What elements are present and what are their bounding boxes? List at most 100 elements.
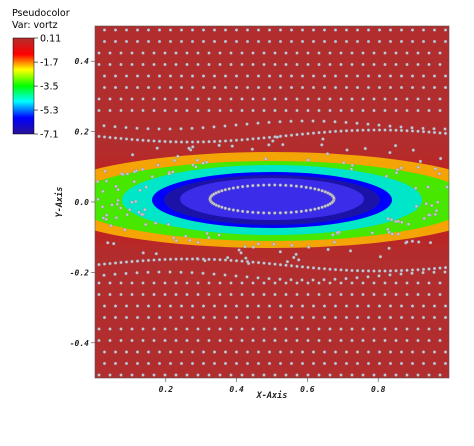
tracer-particle — [135, 85, 140, 90]
tracer-particle — [203, 258, 207, 263]
x-tick-label: 0.6 — [300, 385, 315, 394]
tracer-particle — [109, 223, 113, 228]
tracer-particle — [124, 28, 129, 32]
tracer-particle — [190, 39, 195, 44]
tracer-particle — [135, 350, 140, 354]
tracer-particle — [322, 28, 327, 32]
tracer-particle — [103, 169, 107, 173]
tracer-particle — [366, 122, 370, 126]
tracer-particle — [97, 262, 101, 267]
tracer-particle — [311, 350, 316, 354]
tracer-particle — [432, 304, 437, 308]
tracer-particle — [361, 108, 365, 113]
tracer-particle — [146, 74, 151, 78]
tracer-particle — [119, 292, 123, 297]
tracer-particle — [339, 327, 343, 331]
tracer-particle — [171, 236, 176, 240]
tracer-particle — [284, 97, 288, 101]
tracer-particle — [251, 245, 255, 249]
tracer-particle — [273, 338, 277, 343]
tracer-particle — [185, 140, 189, 144]
tracer-particle — [372, 128, 376, 132]
tracer-particle — [445, 185, 449, 189]
tracer-particle — [295, 133, 299, 137]
tracer-particle — [179, 315, 184, 320]
tracer-particle — [349, 167, 354, 171]
tracer-particle — [146, 139, 151, 143]
tracer-particle — [146, 270, 150, 274]
tracer-particle — [306, 327, 310, 331]
tracer-particle — [394, 51, 398, 55]
tracer-particle — [427, 373, 431, 377]
tracer-particle — [322, 85, 327, 90]
tracer-particle — [328, 292, 332, 297]
tracer-particle — [152, 51, 156, 55]
tracer-particle — [207, 236, 211, 240]
tracer-particle — [361, 128, 365, 132]
tracer-particle — [207, 97, 211, 101]
tracer-particle — [163, 108, 167, 113]
tracer-particle — [344, 276, 348, 281]
tracer-particle — [328, 327, 332, 331]
tracer-particle — [157, 74, 162, 78]
tracer-particle — [229, 373, 233, 377]
tracer-particle — [339, 51, 343, 55]
tracer-particle — [432, 130, 437, 135]
tracer-particle — [295, 281, 299, 285]
tracer-particle — [383, 327, 387, 331]
tracer-particle — [273, 183, 277, 187]
y-tick-label: 0.0 — [75, 198, 90, 207]
y-tick-label: -0.4 — [70, 339, 89, 348]
tracer-particle — [344, 85, 349, 90]
tracer-particle — [427, 327, 431, 331]
tracer-particle — [240, 338, 244, 343]
tracer-particle — [196, 338, 200, 343]
tracer-particle — [262, 373, 266, 377]
tracer-particle — [289, 28, 294, 32]
tracer-particle — [185, 108, 189, 113]
tracer-particle — [421, 315, 426, 320]
tracer-particle — [416, 281, 420, 285]
tracer-particle — [245, 39, 250, 44]
tracer-particle — [146, 304, 151, 308]
tracer-particle — [309, 208, 313, 212]
tracer-particle — [102, 350, 107, 354]
tracer-particle — [174, 281, 178, 285]
tracer-particle — [421, 270, 425, 275]
tracer-particle — [196, 108, 200, 113]
tracer-particle — [432, 266, 437, 271]
tracer-particle — [256, 183, 260, 188]
tracer-particle — [335, 230, 340, 235]
tracer-particle — [104, 179, 109, 183]
y-axis-title: Y-Axis — [54, 187, 65, 218]
tracer-particle — [119, 281, 123, 285]
tracer-particle — [113, 272, 117, 276]
tracer-particle — [223, 139, 228, 143]
tracer-particle — [195, 257, 200, 261]
tracer-particle — [191, 163, 195, 167]
tracer-particle — [176, 154, 180, 159]
tracer-particle — [306, 265, 310, 270]
tracer-particle — [262, 261, 266, 265]
tracer-particle — [256, 39, 261, 44]
tracer-particle — [325, 152, 330, 156]
tracer-particle — [196, 240, 200, 245]
tracer-particle — [173, 158, 177, 163]
tracer-particle — [309, 186, 313, 190]
tracer-particle — [394, 327, 398, 331]
tracer-particle — [119, 373, 123, 377]
tracer-particle — [284, 373, 288, 377]
tracer-particle — [383, 62, 387, 67]
tracer-particle — [119, 338, 123, 343]
tracer-particle — [399, 74, 404, 78]
tracer-particle — [245, 85, 250, 90]
tracer-particle — [130, 200, 134, 204]
tracer-particle — [207, 140, 211, 144]
tracer-particle — [427, 213, 431, 217]
tracer-particle — [97, 134, 101, 139]
tracer-particle — [223, 315, 228, 320]
tracer-particle — [179, 127, 183, 131]
tracer-particle — [240, 209, 245, 213]
tracer-particle — [388, 28, 393, 32]
tracer-particle — [317, 373, 321, 377]
